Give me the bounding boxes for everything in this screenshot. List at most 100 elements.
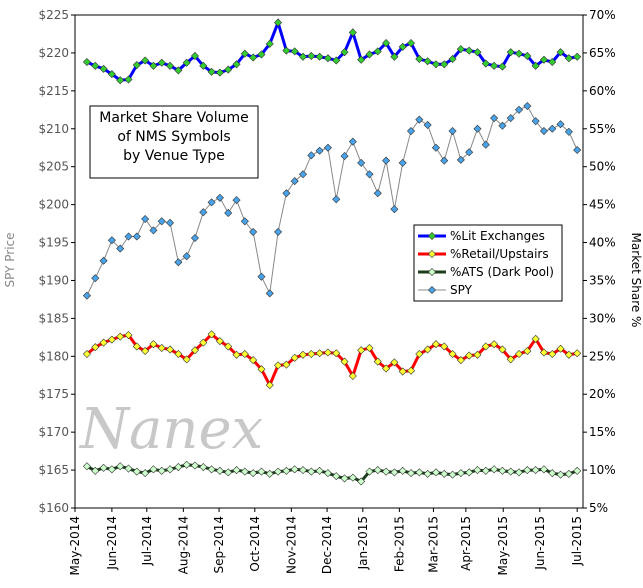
- point-marker: [340, 474, 349, 483]
- point-marker: [382, 39, 391, 48]
- point-marker: [116, 244, 125, 253]
- point-marker: [99, 338, 108, 347]
- point-marker: [448, 470, 457, 479]
- x-tick-label: Apr-2015: [459, 516, 473, 571]
- point-marker: [274, 467, 283, 476]
- point-marker: [473, 466, 482, 475]
- point-marker: [340, 152, 349, 161]
- x-tick-label: Jun-2015: [533, 516, 547, 571]
- point-marker: [224, 208, 233, 217]
- point-marker: [539, 127, 548, 136]
- point-marker: [282, 189, 291, 198]
- x-tick-label: Jun-2014: [105, 516, 119, 571]
- point-marker: [174, 66, 183, 75]
- series-line: [86, 17, 578, 82]
- point-marker: [548, 469, 557, 478]
- point-marker: [265, 469, 274, 478]
- point-marker: [224, 65, 233, 74]
- point-marker: [190, 233, 200, 243]
- point-marker: [257, 272, 266, 281]
- point-marker: [265, 289, 274, 298]
- point-marker: [107, 236, 116, 245]
- point-marker: [398, 367, 407, 376]
- point-marker: [215, 466, 224, 475]
- point-marker: [116, 332, 125, 341]
- legend-label: %ATS (Dark Pool): [450, 265, 554, 279]
- y-tick-label: $220: [38, 46, 69, 60]
- point-marker: [232, 466, 241, 475]
- legend-label: %Retail/Upstairs: [450, 247, 549, 261]
- y2-tick-label: 70%: [589, 8, 616, 22]
- point-marker: [132, 61, 141, 70]
- point-marker: [199, 208, 208, 217]
- point-marker: [166, 345, 175, 354]
- point-marker: [348, 473, 357, 482]
- point-marker: [573, 466, 582, 475]
- point-marker: [382, 467, 391, 476]
- point-marker: [398, 42, 407, 51]
- x-tick-label: Jan-2015: [356, 516, 370, 570]
- point-marker: [456, 155, 465, 164]
- y-tick-label: $195: [38, 236, 69, 250]
- point-marker: [481, 342, 490, 351]
- point-marker: [465, 148, 474, 157]
- point-marker: [257, 50, 266, 59]
- point-marker: [357, 477, 366, 486]
- point-marker: [249, 356, 258, 365]
- point-marker: [298, 170, 308, 179]
- point-marker: [514, 49, 524, 58]
- point-marker: [357, 55, 366, 64]
- point-marker: [332, 56, 341, 65]
- point-marker: [307, 467, 316, 476]
- x-tick-label: Nov-2014: [284, 516, 298, 574]
- point-marker: [506, 467, 515, 476]
- point-marker: [99, 256, 108, 265]
- point-marker: [348, 372, 357, 381]
- y-tick-label: $200: [38, 198, 69, 212]
- point-marker: [431, 340, 440, 349]
- point-marker: [249, 469, 258, 478]
- point-marker: [315, 52, 324, 61]
- point-marker: [166, 61, 175, 70]
- point-marker: [514, 105, 524, 114]
- point-marker: [348, 137, 357, 146]
- point-marker: [149, 61, 158, 70]
- point-marker: [573, 52, 582, 61]
- point-marker: [132, 232, 141, 241]
- point-marker: [440, 60, 449, 69]
- point-marker: [573, 349, 582, 358]
- point-marker: [440, 469, 449, 478]
- point-marker: [107, 70, 116, 79]
- point-marker: [207, 465, 216, 474]
- point-marker: [232, 350, 241, 359]
- point-marker: [174, 350, 183, 359]
- point-marker: [215, 193, 224, 202]
- y-tick-label: $170: [38, 425, 69, 439]
- point-marker: [431, 143, 440, 152]
- point-marker: [190, 461, 200, 470]
- point-marker: [307, 51, 316, 60]
- point-marker: [357, 346, 366, 355]
- point-marker: [531, 61, 540, 70]
- point-marker: [423, 57, 432, 66]
- point-marker: [249, 53, 258, 62]
- chart-title: by Venue Type: [123, 148, 225, 164]
- point-marker: [498, 345, 507, 354]
- y2-tick-label: 35%: [589, 273, 616, 287]
- point-marker: [365, 170, 374, 179]
- point-marker: [290, 177, 299, 186]
- point-marker: [556, 48, 565, 57]
- point-marker: [182, 58, 191, 67]
- x-tick-label: Feb-2015: [392, 516, 406, 572]
- point-marker: [99, 463, 108, 472]
- point-marker: [556, 120, 565, 129]
- point-marker: [182, 252, 191, 261]
- point-marker: [481, 59, 490, 68]
- point-marker: [274, 361, 283, 370]
- point-marker: [232, 60, 241, 69]
- point-marker: [323, 54, 332, 63]
- point-marker: [141, 56, 150, 65]
- point-marker: [332, 349, 341, 358]
- point-marker: [240, 49, 249, 58]
- y2-tick-label: 30%: [589, 311, 616, 325]
